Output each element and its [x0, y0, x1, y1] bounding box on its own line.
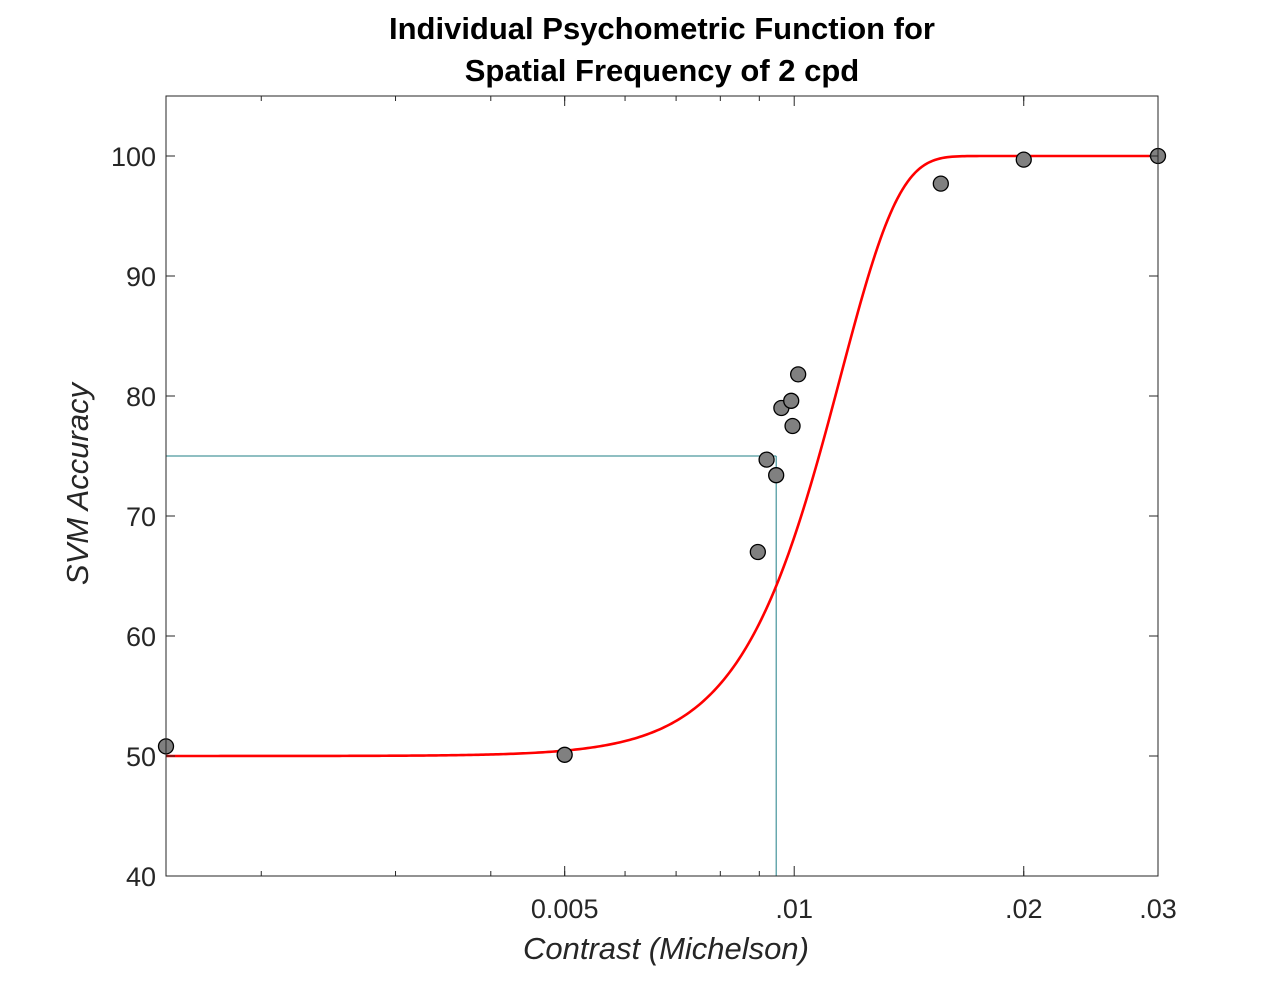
x-tick-label: .01	[775, 894, 813, 924]
plot-area	[166, 96, 1158, 876]
fit-curve	[166, 154, 1158, 758]
y-tick-label: 100	[111, 142, 156, 172]
data-point	[749, 543, 766, 561]
axes-box	[165, 95, 1159, 877]
chart-title-line-1: Individual Psychometric Function for	[389, 11, 935, 46]
chart-title-line-2: Spatial Frequency of 2 cpd	[465, 53, 859, 88]
axis-ticks: 40 50 60 70 80 90 100 0.005 .01 .02 .03	[111, 96, 1177, 924]
y-tick-label: 90	[126, 262, 156, 292]
y-tick-label: 50	[126, 742, 156, 772]
x-tick-label: 0.005	[531, 894, 599, 924]
data-point	[768, 467, 785, 484]
data-point	[556, 746, 573, 763]
x-axis-label: Contrast (Michelson)	[523, 931, 809, 966]
data-point	[932, 175, 949, 192]
data-point	[1015, 151, 1032, 168]
fit-curve-layer	[166, 154, 1158, 758]
y-tick-label: 40	[126, 862, 156, 892]
data-point	[784, 417, 801, 435]
data-point	[790, 366, 807, 383]
x-tick-label: .02	[1005, 894, 1043, 924]
data-point	[758, 451, 775, 468]
data-point	[783, 392, 800, 409]
threshold-marker	[166, 455, 777, 876]
y-tick-label: 80	[126, 382, 156, 412]
y-axis-label: SVM Accuracy	[60, 380, 95, 585]
y-tick-label: 60	[126, 622, 156, 652]
y-tick-label: 70	[126, 502, 156, 532]
x-tick-label: .03	[1139, 894, 1177, 924]
